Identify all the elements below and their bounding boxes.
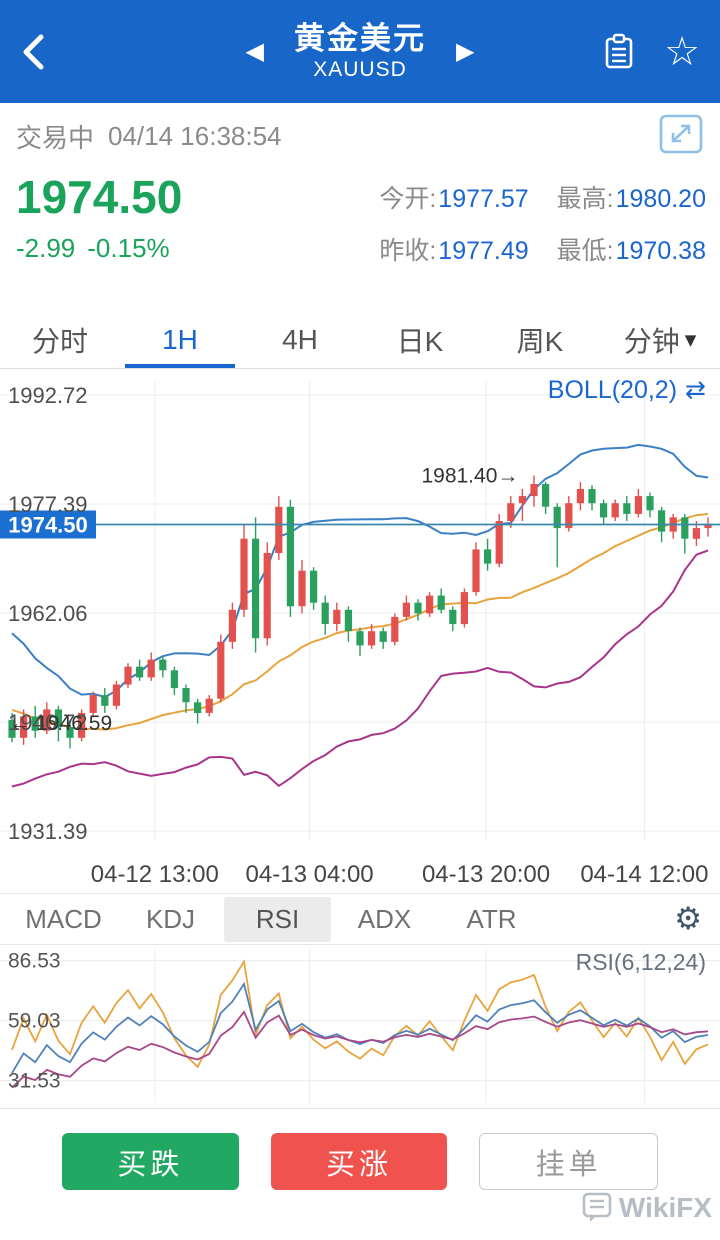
svg-text:31.53: 31.53 [8,1070,61,1093]
rsi-chart-svg[interactable]: 86.53 59.03 31.53 [0,945,720,1109]
prev-close-pair: 昨收: 1977.49 [379,231,528,267]
instrument-switcher: ◀ 黄金美元 XAUUSD ▶ [246,21,475,83]
x-axis-labels: 04-12 13:00 04-13 04:00 04-13 20:00 04-1… [0,861,720,893]
next-instrument-icon[interactable]: ▶ [456,37,475,66]
tab-daily[interactable]: 日K [360,311,480,368]
app-header: ◀ 黄金美元 XAUUSD ▶ ☆ [0,0,720,103]
svg-text:1962.06: 1962.06 [8,601,88,626]
low-value: 1970.38 [615,237,706,265]
tab-label: 周K [516,325,564,357]
rsi-params-label: RSI(6,12,24) [575,949,706,975]
low-label: 最低: [556,237,614,265]
main-chart-svg[interactable]: 1974.50 1992.72 1977.39 1962.06 1946.72 1931.… [0,369,720,861]
open-label: 今开: [379,185,437,213]
high-value: 1980.20 [615,185,706,213]
svg-text:1931.39: 1931.39 [8,819,88,844]
prev-close-label: 昨收: [379,237,437,265]
tab-weekly[interactable]: 周K [480,311,600,368]
prev-close-value: 1977.49 [438,237,529,265]
tab-label: 分时 [31,325,88,357]
market-status: 交易中 [16,122,95,153]
rsi-chart-area: 86.53 59.03 31.53 RSI(6,12,24) [0,945,720,1109]
tab-label: 日K [396,325,444,357]
svg-text:59.03: 59.03 [8,1010,61,1033]
last-price: 1974.50 [16,171,183,223]
boll-toggle-icon[interactable]: ⇄ [685,375,706,404]
instrument-title: 黄金美元 XAUUSD [294,21,426,83]
quote-section: 1974.50 -2.99 -0.15% 今开: 1977.57 最高: 198… [0,159,720,287]
prev-instrument-icon[interactable]: ◀ [245,37,264,66]
status-row: 交易中 04/14 16:38:54 [0,103,720,159]
order-list-icon[interactable] [602,32,636,72]
tab-minutes-dropdown[interactable]: 分钟 ▼ [600,311,720,368]
pending-order-button[interactable]: 挂单 [479,1133,659,1190]
tab-timeline[interactable]: 分时 [0,311,120,368]
tab-1h[interactable]: 1H [120,311,240,368]
buy-up-button[interactable]: 买涨 [270,1133,448,1190]
expand-icon [659,114,703,153]
svg-text:86.53: 86.53 [8,950,61,973]
boll-legend: BOLL(20,2) ⇄ [548,375,706,405]
x-axis-label: 04-13 20:00 [421,861,551,888]
tab-label: 1H [162,323,198,355]
favorite-star-icon[interactable]: ☆ [664,28,700,75]
ohlc-block: 今开: 1977.57 最高: 1980.20 昨收: 1977.49 最低: … [379,173,706,267]
svg-text:← 1946.59: ← 1946.59 [9,712,112,735]
svg-text:1981.40→: 1981.40→ [421,465,518,488]
open-pair: 今开: 1977.57 [379,179,528,215]
svg-text:1992.72: 1992.72 [8,383,88,408]
indicator-tab-adx[interactable]: ADX [357,903,412,934]
open-value: 1977.57 [438,185,529,213]
svg-text:1974.50: 1974.50 [8,513,88,538]
wikifx-logo-icon [582,1192,612,1222]
header-actions: ☆ [602,32,700,72]
buy-down-button[interactable]: 买跌 [62,1133,239,1190]
x-axis-label: 04-12 13:00 [90,861,219,888]
gear-icon[interactable]: ⚙ [674,901,702,937]
high-pair: 最高: 1980.20 [557,179,706,215]
trade-actions: 买跌 买涨 挂单 [0,1133,720,1190]
chevron-down-icon: ▼ [684,330,697,349]
fullscreen-button[interactable] [658,113,704,160]
change-percent: -0.15% [87,233,170,264]
indicator-tab-rsi[interactable]: RSI [224,896,331,942]
svg-text:1977.39: 1977.39 [8,492,88,517]
instrument-symbol: XAUUSD [313,58,407,82]
tab-label: 分钟 [623,325,680,357]
price-block: 1974.50 -2.99 -0.15% [16,173,182,267]
x-axis-label: 04-13 04:00 [245,861,374,888]
indicator-tab-atr[interactable]: ATR [466,903,517,934]
main-chart-area: 1974.50 1992.72 1977.39 1962.06 1946.72 1931.… [0,369,720,861]
tab-4h[interactable]: 4H [240,311,360,368]
change-value: -2.99 [16,233,76,264]
watermark-text: WikiFX [618,1192,712,1223]
chevron-left-icon [23,34,44,69]
watermark: WikiFX [582,1192,712,1224]
indicator-tab-kdj[interactable]: KDJ [145,903,196,934]
price-change: -2.99 -0.15% [16,233,182,264]
boll-label: BOLL(20,2) [547,376,678,404]
quote-timestamp: 04/14 16:38:54 [108,120,282,151]
indicator-tab-macd[interactable]: MACD [25,903,102,934]
indicator-tabs: MACD KDJ RSI ADX ATR ⚙ [0,893,720,945]
back-button[interactable] [20,32,80,72]
svg-text:1946.72: 1946.72 [8,710,88,735]
period-tabs: 分时 1H 4H 日K 周K 分钟 ▼ [0,311,720,369]
tab-label: 4H [282,323,318,355]
x-axis-label: 04-14 12:00 [580,861,709,888]
high-label: 最高: [556,185,614,213]
instrument-name: 黄金美元 [294,20,426,56]
low-pair: 最低: 1970.38 [557,231,706,267]
